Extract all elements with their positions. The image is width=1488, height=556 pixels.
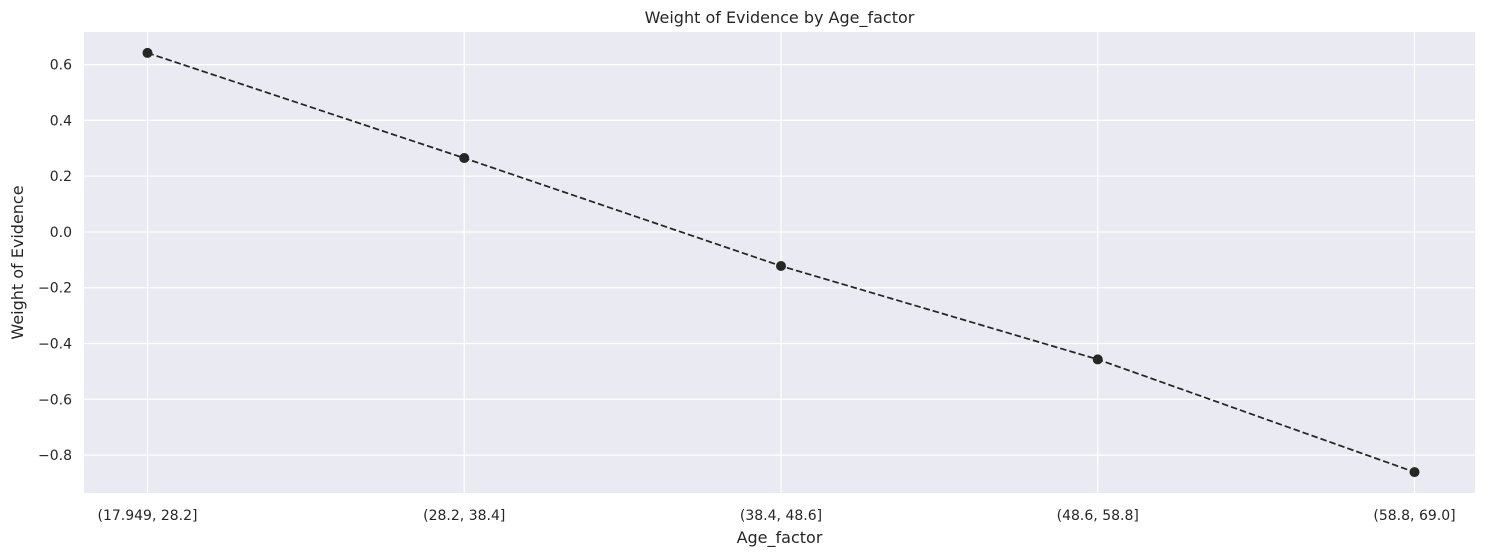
y-tick-label: 0.0 xyxy=(50,225,72,241)
x-tick-label: (28.2, 38.4] xyxy=(423,508,505,524)
data-point xyxy=(1409,467,1420,478)
y-tick-label: 0.2 xyxy=(50,169,72,185)
gridlines xyxy=(84,32,1475,493)
x-tick-label: (48.6, 58.8] xyxy=(1057,508,1139,524)
y-tick-labels: 0.6 0.4 0.2 0.0 −0.2 −0.4 −0.6 −0.8 xyxy=(38,58,72,464)
chart-title: Weight of Evidence by Age_factor xyxy=(645,8,915,28)
x-tick-label: (17.949, 28.2] xyxy=(98,508,198,524)
y-tick-label: −0.2 xyxy=(38,281,72,297)
x-tick-label: (38.4, 48.6] xyxy=(740,508,822,524)
y-tick-label: 0.4 xyxy=(50,113,72,129)
data-point xyxy=(142,47,153,58)
data-point xyxy=(1092,354,1103,365)
x-tick-label: (58.8, 69.0] xyxy=(1373,508,1455,524)
y-tick-label: −0.4 xyxy=(38,337,72,353)
y-tick-label: 0.6 xyxy=(50,58,72,74)
x-axis-label: Age_factor xyxy=(737,528,823,548)
y-tick-label: −0.8 xyxy=(38,448,72,464)
x-tick-labels: (17.949, 28.2] (28.2, 38.4] (38.4, 48.6] (4… xyxy=(98,508,1456,524)
y-tick-label: −0.6 xyxy=(38,392,72,408)
data-point xyxy=(776,260,786,271)
data-point xyxy=(459,153,470,164)
y-axis-label: Weight of Evidence xyxy=(8,185,27,339)
data-points xyxy=(142,47,1420,478)
